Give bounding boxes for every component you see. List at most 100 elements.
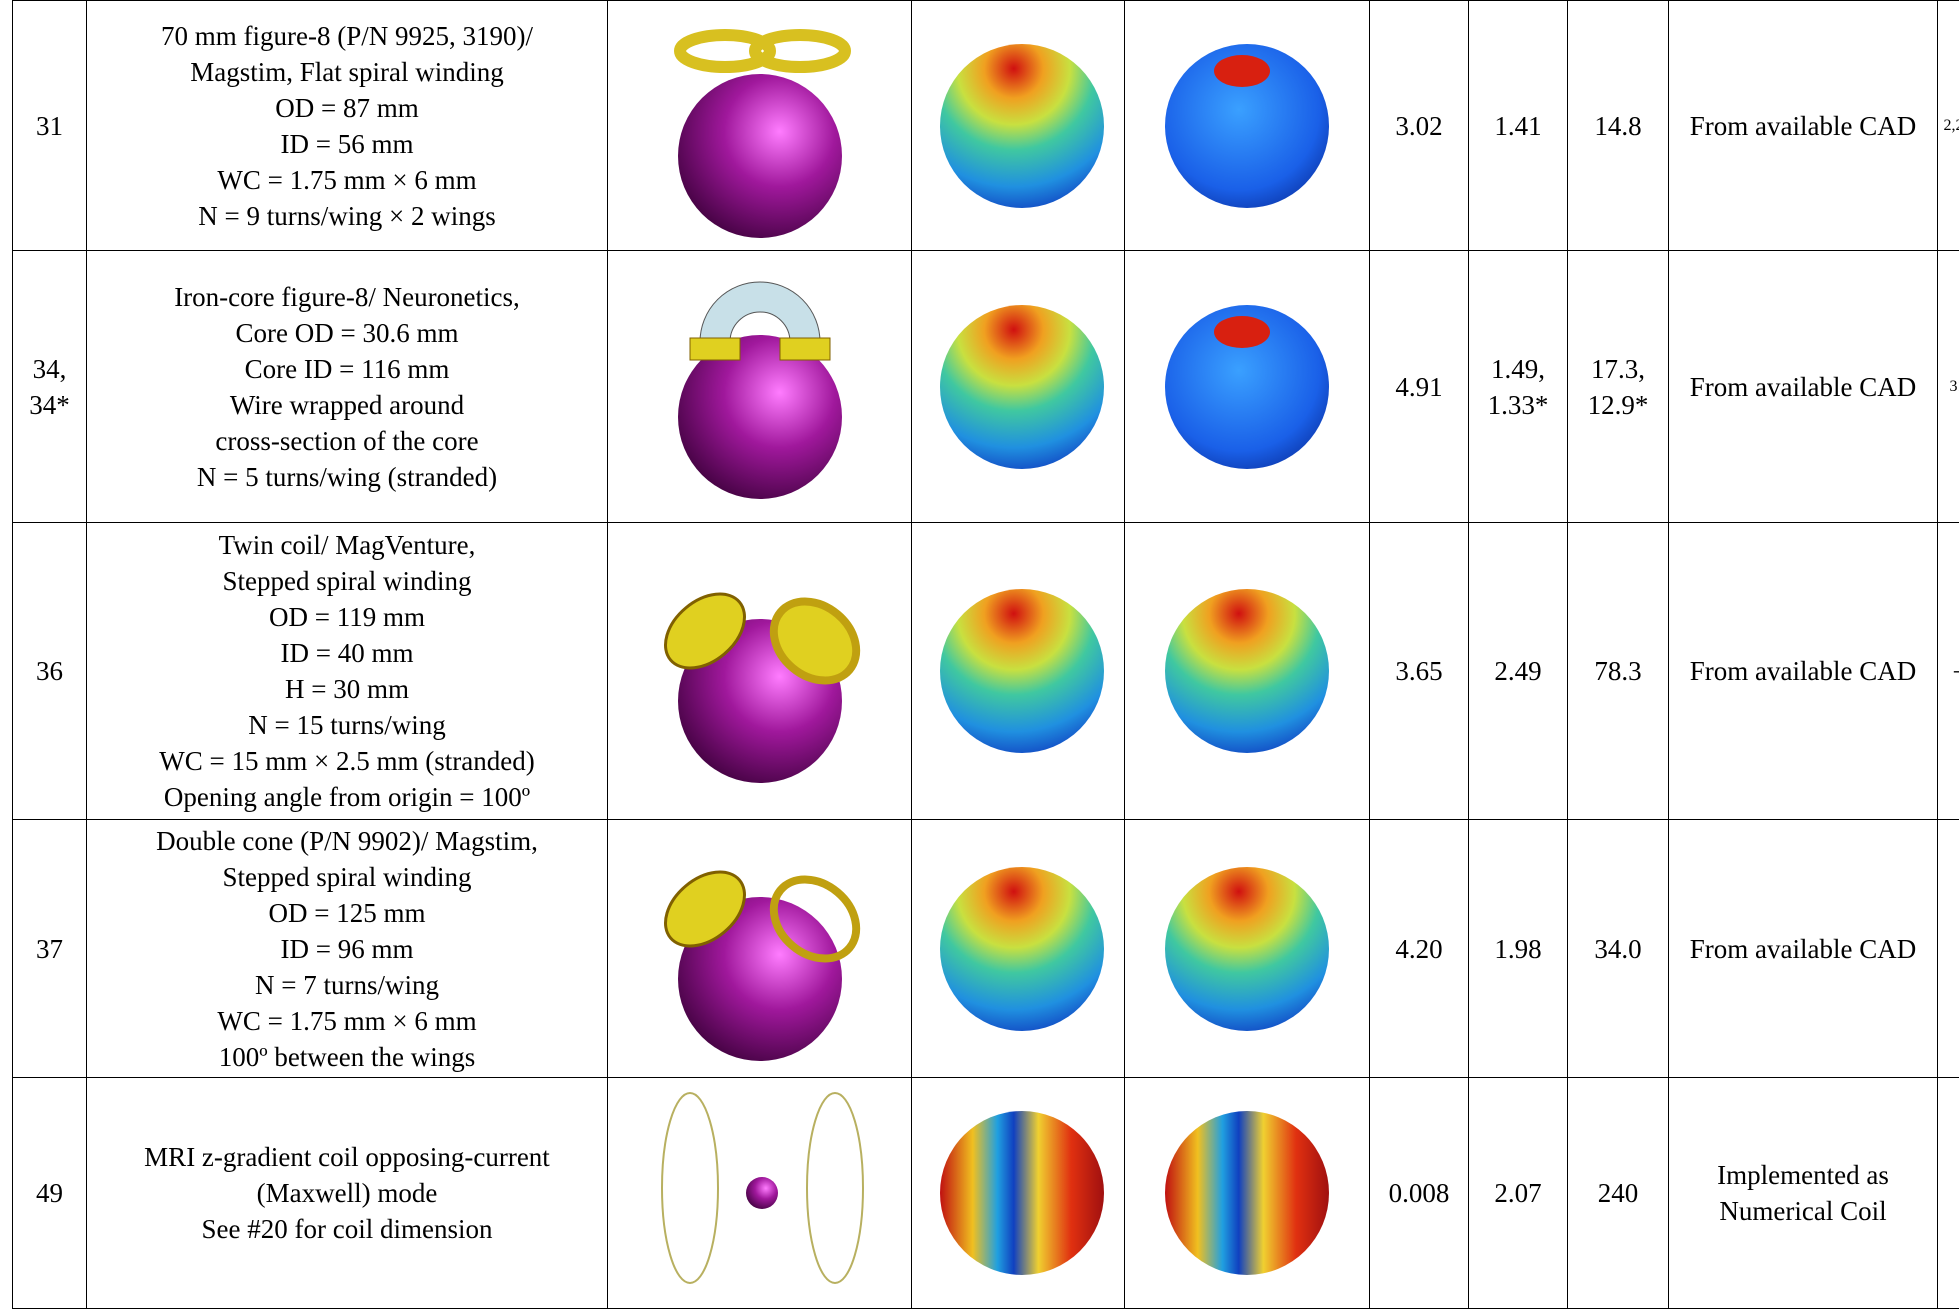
source: From available CAD: [1690, 372, 1916, 402]
figure: [1137, 556, 1357, 786]
value-cell: 2.49: [1469, 523, 1568, 820]
value: 1.41: [1494, 111, 1541, 141]
id-cell: 37: [13, 820, 87, 1078]
coil-loop: [662, 1093, 718, 1283]
description-line: ID = 56 mm: [89, 126, 605, 162]
coil-id: 34, 34*: [29, 354, 70, 420]
field-sphere: [1165, 589, 1329, 753]
coil-id: 31: [36, 111, 63, 141]
model-cell: [608, 1, 912, 251]
description-line: (Maxwell) mode: [89, 1175, 605, 1211]
figure: [650, 1078, 870, 1308]
value-cell: 78.3: [1568, 523, 1669, 820]
winding: [780, 338, 830, 360]
value-cell: 4.20: [1370, 820, 1469, 1078]
description-line: MRI z-gradient coil opposing-current: [89, 1139, 605, 1175]
description-line: OD = 125 mm: [89, 895, 605, 931]
description-line: N = 9 turns/wing × 2 wings: [89, 198, 605, 234]
source-cell: From available CAD: [1669, 523, 1938, 820]
figure: [650, 11, 870, 241]
references: 2,23,27: [1944, 117, 1959, 134]
value-cell: 1.49, 1.33*: [1469, 251, 1568, 523]
refs-cell: 31,32: [1938, 251, 1959, 523]
figure: [912, 1078, 1125, 1308]
description-line: N = 15 turns/wing: [89, 707, 605, 743]
description-line: See #20 for coil dimension: [89, 1211, 605, 1247]
field-cell: [1125, 820, 1370, 1078]
figure: [912, 11, 1125, 241]
source: From available CAD: [1690, 656, 1916, 686]
figure: [650, 834, 870, 1064]
value: 14.8: [1594, 111, 1641, 141]
description-line: WC = 1.75 mm × 6 mm: [89, 1003, 605, 1039]
source: Implemented as Numerical Coil: [1717, 1160, 1889, 1226]
field-cell: [1125, 251, 1370, 523]
value: 34.0: [1594, 934, 1641, 964]
table-row: 49 MRI z-gradient coil opposing-current(M…: [13, 1078, 1959, 1309]
value-cell: 34.0: [1568, 820, 1669, 1078]
description-line: Double cone (P/N 9902)/ Magstim,: [89, 823, 605, 859]
description-cell: 70 mm figure-8 (P/N 9925, 3190)/Magstim,…: [87, 1, 608, 251]
field-sphere: [940, 867, 1104, 1031]
value: 1.98: [1494, 934, 1541, 964]
value-cell: 17.3, 12.9*: [1568, 251, 1669, 523]
winding: [690, 338, 740, 360]
field-sphere: [940, 44, 1104, 208]
figure: [650, 272, 870, 502]
description-cell: MRI z-gradient coil opposing-current(Max…: [87, 1078, 608, 1309]
page: {"table": {"rows": [ {"id": "31", "descr…: [0, 0, 1959, 1271]
figure: [1137, 272, 1357, 502]
model-cell: [608, 1078, 912, 1309]
description-line: Stepped spiral winding: [89, 859, 605, 895]
description-line: WC = 15 mm × 2.5 mm (stranded): [89, 743, 605, 779]
value: 78.3: [1594, 656, 1641, 686]
description-line: ID = 40 mm: [89, 635, 605, 671]
field-cell: [1125, 1078, 1370, 1309]
value: 4.20: [1395, 934, 1442, 964]
coil-table: 31 70 mm figure-8 (P/N 9925, 3190)/Magsti…: [12, 0, 1959, 1309]
description-line: 100º between the wings: [89, 1039, 605, 1075]
description-line: Core ID = 116 mm: [89, 351, 605, 387]
description-line: N = 7 turns/wing: [89, 967, 605, 1003]
description-line: cross-section of the core: [89, 423, 605, 459]
field-cell: [1125, 523, 1370, 820]
coil-id: 49: [36, 1178, 63, 1208]
source-cell: From available CAD: [1669, 251, 1938, 523]
id-cell: 49: [13, 1078, 87, 1309]
source-cell: Implemented as Numerical Coil: [1669, 1078, 1938, 1309]
references: —: [1954, 654, 1959, 684]
field-cell: [912, 523, 1125, 820]
head-sphere: [746, 1177, 778, 1209]
value: 17.3, 12.9*: [1588, 354, 1649, 420]
figure: [912, 556, 1125, 786]
description-line: Iron-core figure-8/ Neuronetics,: [89, 279, 605, 315]
field-sphere: [1165, 1111, 1329, 1275]
description-cell: Double cone (P/N 9902)/ Magstim,Stepped …: [87, 820, 608, 1078]
field-sphere: [940, 589, 1104, 753]
value: 3.02: [1395, 111, 1442, 141]
value: 0.008: [1389, 1178, 1450, 1208]
description-line: ID = 96 mm: [89, 931, 605, 967]
field-cell: [912, 820, 1125, 1078]
field-sphere: [940, 1111, 1104, 1275]
field-cell: [912, 1078, 1125, 1309]
source: From available CAD: [1690, 934, 1916, 964]
value-cell: 3.02: [1370, 1, 1469, 251]
hotspot: [1214, 316, 1270, 348]
figure: [650, 556, 870, 786]
value: 4.91: [1395, 372, 1442, 402]
value: 1.49, 1.33*: [1488, 354, 1549, 420]
description-line: Opening angle from origin = 100º: [89, 779, 605, 815]
head-sphere: [678, 74, 842, 238]
table-row: 34, 34* Iron-core figure-8/ Neuronetics, C…: [13, 251, 1959, 523]
description-line: 70 mm figure-8 (P/N 9925, 3190)/: [89, 18, 605, 54]
description-line: H = 30 mm: [89, 671, 605, 707]
source: From available CAD: [1690, 111, 1916, 141]
value: 240: [1598, 1178, 1639, 1208]
figure: [1137, 834, 1357, 1064]
value-cell: 1.41: [1469, 1, 1568, 251]
figure: [1137, 1078, 1357, 1308]
table-row: 31 70 mm figure-8 (P/N 9925, 3190)/Magsti…: [13, 1, 1959, 251]
id-cell: 31: [13, 1, 87, 251]
